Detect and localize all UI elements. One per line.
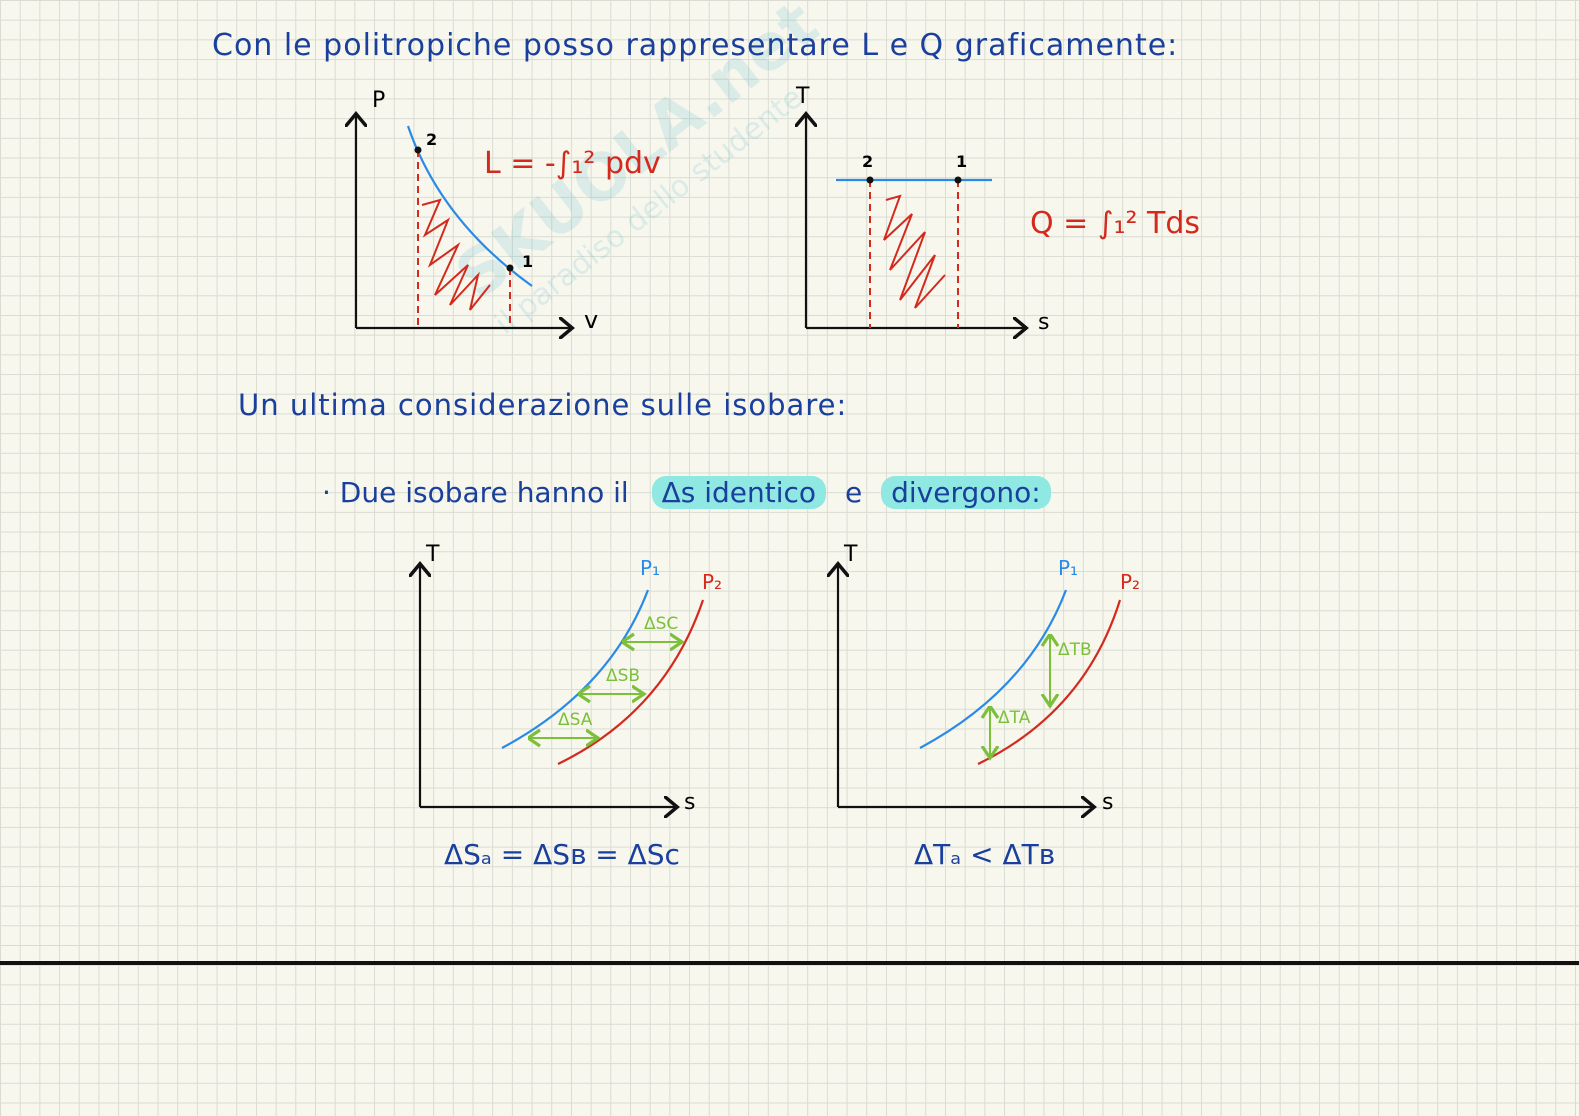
- point-2: [414, 146, 422, 154]
- pv-diagram: [356, 116, 570, 328]
- isobar-p1: [501, 589, 650, 749]
- d4-p2-label: P₂: [1120, 570, 1141, 594]
- intro-text: Con le politropiche posso rappresentare …: [212, 28, 1179, 63]
- d4-dta-label: ΔTA: [998, 708, 1031, 728]
- highlight-delta-s: Δs identico: [651, 476, 827, 509]
- d4-dtb-label: ΔTB: [1058, 640, 1092, 660]
- consideration-text: Un ultima considerazione sulle isobare:: [238, 388, 848, 422]
- point-1: [506, 264, 514, 272]
- pv-x-label: v: [584, 306, 599, 334]
- d3-p1-label: P₁: [640, 556, 661, 580]
- point-2b: [866, 176, 874, 184]
- work-formula: L = -∫₁² pdv: [484, 146, 661, 181]
- d3-y-label: T: [426, 542, 440, 567]
- pv-point-1-label: 1: [522, 252, 534, 271]
- d3-x-label: s: [684, 790, 696, 815]
- isobar-dt-diagram: [838, 566, 1122, 807]
- bullet-line: · Due isobare hanno il Δs identico e div…: [322, 476, 1051, 509]
- pv-point-2-label: 2: [426, 130, 438, 149]
- ts-y-label: T: [796, 84, 810, 109]
- heat-formula: Q = ∫₁² Tds: [1030, 206, 1201, 241]
- d4-p1-label: P₁: [1058, 556, 1079, 580]
- ts-x-label: s: [1038, 310, 1050, 335]
- pv-y-label: P: [372, 88, 386, 113]
- highlight-divergono: divergono:: [881, 476, 1051, 509]
- isobar-p1-b: [919, 589, 1068, 749]
- isobar-p2-b: [977, 599, 1122, 765]
- heat-hatching: [883, 194, 946, 309]
- d4-caption: ΔTₐ < ΔTʙ: [914, 838, 1055, 871]
- work-hatching: [421, 198, 491, 311]
- d3-dsb-label: ΔSB: [606, 666, 641, 686]
- d4-y-label: T: [844, 542, 858, 567]
- point-1b: [954, 176, 962, 184]
- d3-dsa-label: ΔSA: [558, 710, 593, 730]
- bullet-mid: e: [844, 476, 863, 509]
- ts-point-1-label: 1: [956, 152, 968, 171]
- d4-x-label: s: [1102, 790, 1114, 815]
- d3-dsc-label: ΔSC: [644, 614, 679, 634]
- bullet-prefix: · Due isobare hanno il: [322, 476, 629, 509]
- isobar-ds-diagram: [420, 566, 705, 807]
- ts-point-2-label: 2: [862, 152, 874, 171]
- ts-diagram: [806, 116, 1024, 328]
- isobar-p2: [557, 599, 705, 765]
- d3-p2-label: P₂: [702, 570, 723, 594]
- d3-caption: ΔSₐ = ΔSʙ = ΔSc: [444, 838, 680, 871]
